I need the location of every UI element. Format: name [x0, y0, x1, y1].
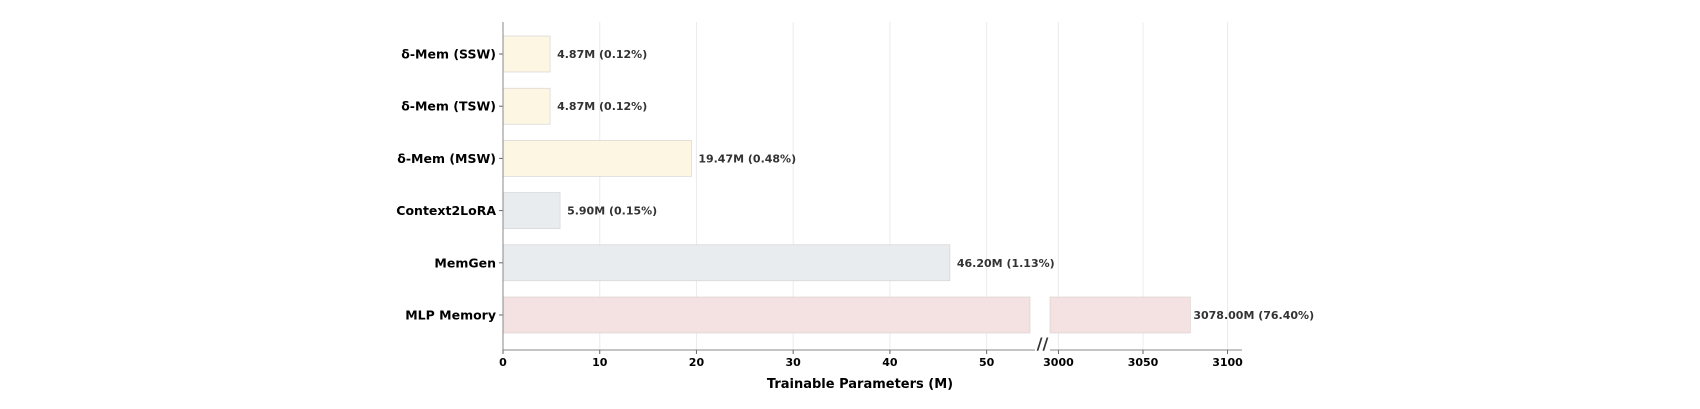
bar	[502, 87, 551, 125]
x-tick-label: 3100	[1212, 356, 1243, 369]
x-tick-label: 3050	[1128, 356, 1159, 369]
category-label: δ-Mem (SSW)	[401, 47, 496, 62]
axis-break-marker: //	[1037, 334, 1049, 353]
bar-value-label: 4.87M (0.12%)	[557, 48, 647, 61]
category-label: δ-Mem (MSW)	[397, 151, 496, 166]
bar	[502, 35, 551, 73]
labels: 4.87M (0.12%) δ-Mem (SSW) 4.87M (0.12%) δ-M…	[396, 47, 1314, 370]
category-label: Context2LoRA	[396, 203, 496, 218]
x-tick-label: 30	[786, 356, 802, 369]
x-tick-label: 3000	[1043, 356, 1074, 369]
bar	[502, 140, 692, 177]
bar-value-label: 46.20M (1.13%)	[957, 257, 1055, 270]
x-tick-label: 10	[592, 356, 608, 369]
bar-segment-left	[502, 296, 1031, 334]
bar	[502, 192, 561, 229]
grid-lines	[599, 22, 1229, 350]
category-label: MLP Memory	[405, 308, 496, 323]
axes	[499, 22, 1242, 354]
bar-value-label: 3078.00M (76.40%)	[1193, 309, 1314, 322]
x-axis-title: Trainable Parameters (M)	[767, 377, 953, 392]
x-tick-label: 50	[979, 356, 995, 369]
bar-value-label: 5.90M (0.15%)	[567, 205, 657, 218]
bar-value-label: 4.87M (0.12%)	[557, 100, 647, 113]
bar	[502, 244, 951, 282]
bars	[502, 35, 1191, 334]
category-label: MemGen	[434, 255, 496, 270]
category-label: δ-Mem (TSW)	[401, 99, 496, 114]
bar-value-label: 19.47M (0.48%)	[698, 152, 796, 165]
x-tick-label: 20	[689, 356, 705, 369]
bar-segment-right	[1049, 296, 1191, 334]
x-tick-label: 40	[882, 356, 898, 369]
x-tick-label: 0	[499, 356, 507, 369]
